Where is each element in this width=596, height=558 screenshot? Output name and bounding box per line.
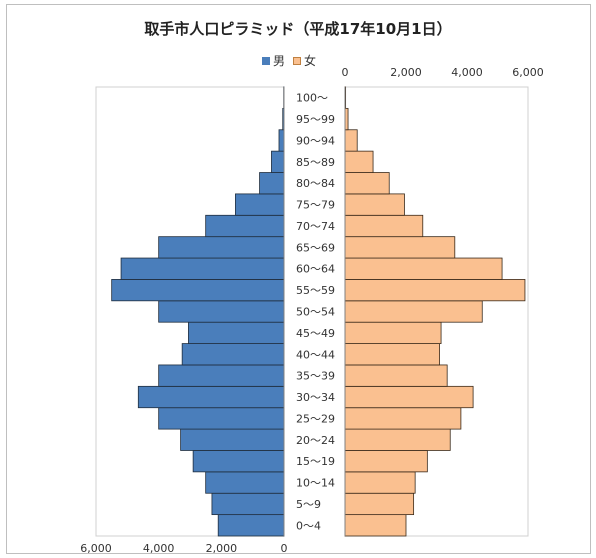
male-bar xyxy=(192,450,285,473)
male-bar xyxy=(205,214,285,238)
legend-swatch-female xyxy=(293,56,301,65)
age-label: 15～19 xyxy=(296,455,335,468)
age-label: 65～69 xyxy=(296,241,335,254)
legend-label-female: 女 xyxy=(304,54,317,68)
male-bar xyxy=(217,514,285,537)
female-bar xyxy=(344,193,405,216)
male-axis-tick-label: 4,000 xyxy=(143,542,175,555)
male-bar xyxy=(181,343,285,366)
age-label: 25～29 xyxy=(296,412,335,425)
male-bar xyxy=(235,193,285,216)
age-label: 90～94 xyxy=(296,134,335,147)
male-bar xyxy=(111,279,285,302)
female-bar xyxy=(344,236,456,259)
age-label: 75～79 xyxy=(296,199,335,212)
age-label: 30～34 xyxy=(296,391,335,404)
legend-swatch-male xyxy=(262,56,270,65)
legend-item-male: 男 xyxy=(262,52,285,69)
age-label: 20～24 xyxy=(296,434,335,447)
age-label: 80～84 xyxy=(296,177,335,190)
female-bar xyxy=(344,364,448,387)
male-axis-tick-label: 0 xyxy=(281,542,288,555)
male-bar xyxy=(180,428,285,451)
female-bar xyxy=(344,514,407,537)
chart-title: 取手市人口ピラミッド（平成17年10月1日） xyxy=(144,20,452,38)
female-bar xyxy=(344,407,462,430)
female-axis-tick-label: 2,000 xyxy=(390,66,422,79)
male-bar xyxy=(120,257,285,280)
male-bar xyxy=(211,492,285,516)
male-bar xyxy=(158,364,285,387)
male-bar xyxy=(137,385,285,409)
age-label: 0～4 xyxy=(296,519,321,532)
male-bar xyxy=(205,471,285,494)
age-label: 45～49 xyxy=(296,327,335,340)
female-axis-tick-label: 0 xyxy=(342,66,349,79)
male-axis-tick-label: 2,000 xyxy=(206,542,238,555)
age-label: 60～64 xyxy=(296,263,335,276)
legend-item-female: 女 xyxy=(293,52,316,69)
age-label: 100～ xyxy=(296,92,328,105)
age-label: 70～74 xyxy=(296,220,335,233)
age-label: 10～14 xyxy=(296,477,335,490)
female-bar xyxy=(344,321,442,344)
age-label: 35～39 xyxy=(296,370,335,383)
female-bar xyxy=(344,129,358,152)
female-bar xyxy=(344,492,415,516)
female-bar xyxy=(344,279,526,302)
male-bar xyxy=(188,321,285,344)
male-bar xyxy=(271,150,285,173)
age-label: 55～59 xyxy=(296,284,335,297)
age-label: 50～54 xyxy=(296,306,335,319)
female-bar xyxy=(344,300,483,323)
female-bar xyxy=(344,214,424,238)
male-bar xyxy=(259,172,285,195)
legend-label-male: 男 xyxy=(273,54,286,68)
age-label: 5～9 xyxy=(296,498,321,511)
male-bar xyxy=(158,300,285,323)
female-bar xyxy=(344,172,390,195)
female-bar xyxy=(344,471,416,494)
male-bar xyxy=(158,407,285,430)
male-axis-tick-label: 6,000 xyxy=(80,542,112,555)
male-bar xyxy=(158,236,285,259)
female-axis-tick-label: 6,000 xyxy=(512,66,544,79)
female-bar xyxy=(344,450,428,473)
female-bar xyxy=(344,150,374,173)
female-bar xyxy=(344,385,474,409)
female-bar xyxy=(344,257,503,280)
age-label: 40～44 xyxy=(296,348,335,361)
age-label: 85～89 xyxy=(296,156,335,169)
female-bar xyxy=(344,343,440,366)
male-bar xyxy=(278,129,285,152)
female-bar xyxy=(344,428,451,451)
age-label: 95～99 xyxy=(296,113,335,126)
female-axis-tick-label: 4,000 xyxy=(451,66,483,79)
